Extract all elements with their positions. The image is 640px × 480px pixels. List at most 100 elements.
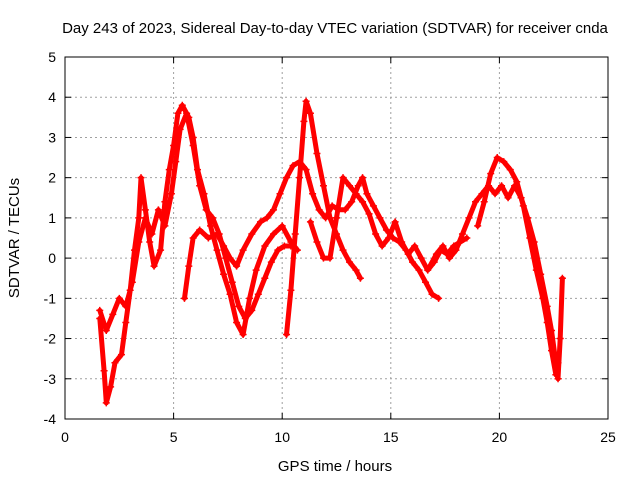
data-point <box>248 230 256 238</box>
data-point <box>428 290 436 298</box>
data-point <box>300 117 308 125</box>
data-point <box>439 242 447 250</box>
data-point <box>209 214 217 222</box>
data-point <box>283 331 291 339</box>
data-point <box>385 234 393 242</box>
data-point <box>278 222 286 230</box>
series-satellite-track-1 <box>96 101 301 407</box>
data-point <box>519 202 527 210</box>
data-point <box>424 266 432 274</box>
data-point <box>233 262 241 270</box>
data-point <box>183 109 191 117</box>
data-point <box>204 234 212 242</box>
x-tick-label: 10 <box>274 429 290 445</box>
data-point <box>167 190 175 198</box>
series-line <box>427 183 565 382</box>
data-point <box>178 101 186 109</box>
data-point <box>172 158 180 166</box>
data-point <box>213 246 221 254</box>
data-point <box>267 258 275 266</box>
data-point <box>493 154 501 162</box>
data-point <box>445 254 453 262</box>
data-point <box>435 294 443 302</box>
data-point <box>391 218 399 226</box>
data-point <box>339 246 347 254</box>
data-point <box>180 294 188 302</box>
data-point <box>346 258 354 266</box>
data-point <box>276 190 284 198</box>
data-point <box>404 250 412 258</box>
data-point <box>302 97 310 105</box>
data-point <box>165 166 173 174</box>
data-point <box>263 214 271 222</box>
data-point <box>280 242 288 250</box>
data-point <box>291 230 299 238</box>
y-tick-label: -2 <box>44 331 57 347</box>
data-point <box>141 214 149 222</box>
data-point <box>207 222 215 230</box>
y-tick-label: -1 <box>44 290 57 306</box>
data-point <box>154 206 162 214</box>
data-point <box>176 125 184 133</box>
data-point <box>226 254 234 262</box>
data-point <box>302 166 310 174</box>
data-point <box>487 170 495 178</box>
data-point <box>363 190 371 198</box>
data-point <box>161 222 169 230</box>
data-point <box>107 383 115 391</box>
data-point <box>109 310 117 318</box>
data-point <box>346 182 354 190</box>
axis-ticks: 0 5 10 15 20 25 -4 -3 -2 -1 0 1 2 3 4 5 <box>44 49 616 445</box>
data-point <box>548 347 556 355</box>
data-point <box>356 274 364 282</box>
series-satellite-track-6 <box>426 182 566 383</box>
data-point <box>315 206 323 214</box>
y-tick-label: -3 <box>44 371 57 387</box>
data-point <box>372 230 380 238</box>
y-tick-label: 2 <box>48 170 56 186</box>
x-tick-label: 0 <box>61 429 69 445</box>
data-point <box>100 367 108 375</box>
data-point <box>235 302 243 310</box>
data-point <box>270 206 278 214</box>
data-point <box>122 302 130 310</box>
data-point <box>500 158 508 166</box>
data-point <box>283 174 291 182</box>
series-line <box>182 159 442 301</box>
data-point <box>513 178 521 186</box>
data-point <box>226 290 234 298</box>
series-line <box>97 102 300 406</box>
data-point <box>296 174 304 182</box>
data-point <box>241 314 249 322</box>
data-point <box>382 226 390 234</box>
data-point <box>554 375 562 383</box>
data-point <box>270 230 278 238</box>
data-point <box>411 242 419 250</box>
data-point <box>319 182 327 190</box>
data-point <box>365 210 373 218</box>
data-point <box>252 266 260 274</box>
data-point <box>220 242 228 250</box>
data-point <box>409 258 417 266</box>
data-point <box>556 335 564 343</box>
data-point <box>289 162 297 170</box>
data-point <box>326 254 334 262</box>
x-tick-label: 20 <box>492 429 508 445</box>
data-point <box>228 278 236 286</box>
series-satellite-track-7 <box>474 154 562 379</box>
data-point <box>117 351 125 359</box>
data-point <box>415 266 423 274</box>
x-tick-label: 25 <box>600 429 616 445</box>
data-point <box>306 109 314 117</box>
series-line <box>307 175 470 273</box>
data-point <box>498 182 506 190</box>
data-point <box>256 218 264 226</box>
data-point <box>480 198 488 206</box>
data-point <box>220 270 228 278</box>
data-point <box>352 266 360 274</box>
data-point <box>261 242 269 250</box>
data-point <box>115 294 123 302</box>
data-point <box>111 359 119 367</box>
data-point <box>339 174 347 182</box>
